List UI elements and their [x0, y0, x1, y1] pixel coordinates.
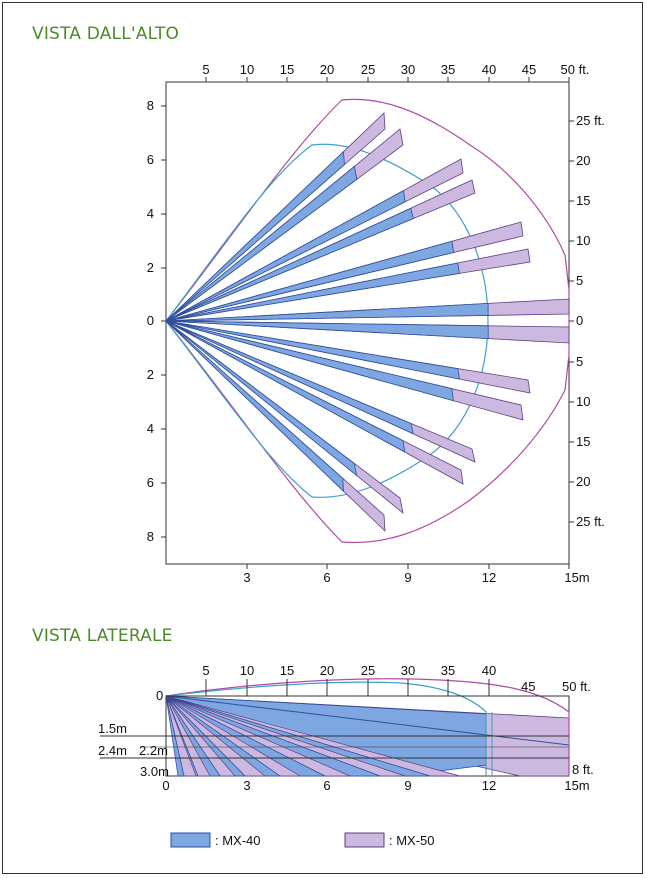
side-ft-50: 50 ft.: [562, 679, 591, 694]
side-m-label-3: 6: [323, 778, 330, 793]
side-m-label-6: 15m: [564, 778, 589, 793]
top-ft-label-2: 10: [240, 62, 254, 77]
side-mx40-outline: [165, 681, 487, 776]
mx40-beam-12: [165, 320, 406, 453]
top-ft-right-label-5: 5: [576, 273, 583, 288]
mx40-beam-9: [165, 320, 460, 380]
mx50-coverage-outline: [165, 98, 570, 544]
top-view-beams: [165, 112, 570, 532]
top-m-left-label-1: 8: [147, 98, 154, 113]
mx40-beam-10: [165, 320, 454, 402]
top-ft-label-5: 25: [361, 62, 375, 77]
top-m-bottom-label-3: 9: [404, 570, 411, 585]
top-m-bottom-label-1: 3: [243, 570, 250, 585]
side-m-label-2: 3: [243, 778, 250, 793]
top-m-left-label-2: 6: [147, 152, 154, 167]
mx40-beam-7: [165, 302, 489, 322]
top-view-ft-right-scale: 25 ft. 20 15 10 5 0 5 10 15 20 25 ft.: [569, 113, 605, 529]
top-view: 5 10 15 20 25 30 35 40 45 50 ft. 25 ft.2015105051…: [147, 62, 605, 585]
top-m-left-label-6: 2: [147, 367, 154, 382]
top-ft-right-label-6: 0: [576, 313, 583, 328]
mx40-beam-11: [165, 320, 414, 435]
top-ft-right-label-2: 20: [576, 153, 590, 168]
side-m-label-1: 0: [162, 778, 169, 793]
side-m-label-4: 9: [404, 778, 411, 793]
mx40-beam-3: [165, 189, 406, 322]
side-ft-label-1: 5: [202, 663, 209, 678]
top-m-left-label-5: 0: [147, 313, 154, 328]
top-ft-right-label-3: 15: [576, 193, 590, 208]
side-ft-label-7: 35: [441, 663, 455, 678]
top-m-left-label-9: 8: [147, 529, 154, 544]
top-view-m-bottom-scale: 3 6 9 12 15m: [243, 564, 590, 585]
legend-mx40-label: : MX-40: [215, 833, 261, 848]
top-ft-right-label-11: 25 ft.: [576, 514, 605, 529]
top-m-bottom-label-4: 12: [482, 570, 496, 585]
legend: : MX-40 : MX-50: [170, 832, 435, 848]
top-ft-label-1: 5: [202, 62, 209, 77]
top-m-bottom-label-5: 15m: [564, 570, 589, 585]
top-m-left-label-7: 4: [147, 421, 154, 436]
top-view-m-left-scale: 8 6 4 2 0 2 4 6 8: [147, 98, 166, 544]
mx40-beam-8: [165, 320, 489, 340]
top-ft-label-3: 15: [280, 62, 294, 77]
top-ft-label-10: 50 ft.: [561, 62, 590, 77]
side-right-ft-label: 8 ft.: [572, 762, 594, 777]
top-m-left-label-3: 4: [147, 206, 154, 221]
mx40-beam-14: [165, 320, 345, 493]
side-view-ft-top-scale: 5 10 15 20 25 30 35 40: [166, 663, 569, 697]
side-m-label-5: 12: [482, 778, 496, 793]
top-m-left-label-8: 6: [147, 475, 154, 490]
side-ft-45: 45: [521, 679, 535, 694]
side-ft-label-3: 15: [280, 663, 294, 678]
mx40-beam-1: [165, 150, 345, 322]
top-ft-right-label-7: 5: [576, 354, 583, 369]
mx40-beam-5: [165, 240, 455, 322]
side-view-title: VISTA LATERALE: [32, 626, 173, 646]
side-ft-label-5: 25: [361, 663, 375, 678]
height-label-3-0m: 3.0m: [140, 764, 169, 779]
top-ft-right-label-9: 15: [576, 434, 590, 449]
legend-mx50-swatch: [344, 832, 385, 848]
side-view-m-bottom-scale: 0 3 6 9 12 15m: [162, 778, 589, 793]
top-view-ft-top-scale: 5 10 15 20 25 30 35 40 45 50 ft.: [166, 62, 590, 83]
top-ft-right-label-10: 20: [576, 474, 590, 489]
side-ft-label-2: 10: [240, 663, 254, 678]
side-center-ray: [165, 695, 570, 746]
side-ft-label-6: 30: [401, 663, 415, 678]
top-m-left-label-4: 2: [147, 260, 154, 275]
top-ft-right-label-4: 10: [576, 233, 590, 248]
height-label-1-5m: 1.5m: [98, 721, 127, 736]
side-ft-label-4: 20: [320, 663, 334, 678]
side-zero-label: 0: [156, 688, 163, 703]
top-ft-label-9: 45: [522, 62, 536, 77]
mx40-beam-13: [165, 320, 358, 477]
mx40-beam-4: [165, 207, 414, 322]
side-ft-label-8: 40: [482, 663, 496, 678]
side-view: 5 10 15 20 25 30 35 40 0 3 6 9 12 15m 0 1.5m 2.2m 2.…: [98, 663, 594, 793]
mx40-coverage-outline: [165, 143, 489, 498]
top-ft-label-6: 30: [401, 62, 415, 77]
legend-mx40-swatch: [170, 832, 211, 848]
legend-mx50-label: : MX-50: [389, 833, 435, 848]
top-ft-label-7: 35: [441, 62, 455, 77]
top-ft-right-label-1: 25 ft.: [576, 113, 605, 128]
top-ft-label-4: 20: [320, 62, 334, 77]
height-label-2-4m: 2.4m: [98, 743, 127, 758]
top-m-bottom-label-2: 6: [323, 570, 330, 585]
top-ft-label-8: 40: [482, 62, 496, 77]
mx40-beam-6: [165, 262, 460, 322]
top-ft-right-label-8: 10: [576, 394, 590, 409]
top-view-title: VISTA DALL'ALTO: [32, 24, 180, 44]
mx40-beam-2: [165, 165, 358, 322]
height-label-2-2m: 2.2m: [139, 743, 168, 758]
